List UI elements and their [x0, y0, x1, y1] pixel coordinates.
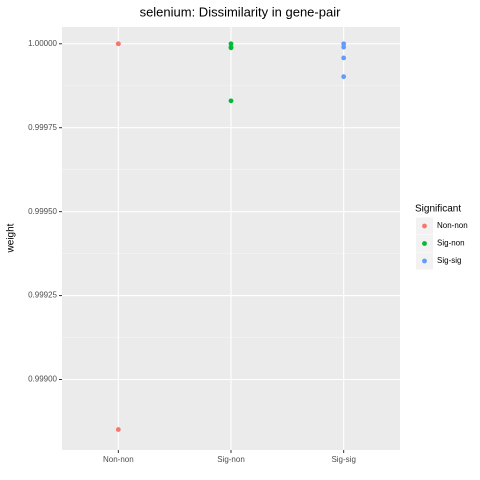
- legend-label: Non-non: [437, 221, 468, 230]
- point: [228, 98, 234, 104]
- x-tick-label: Sig-sig: [331, 455, 355, 464]
- point: [228, 41, 234, 47]
- legend-label: Sig-sig: [437, 256, 461, 265]
- legend-symbol: [422, 258, 427, 264]
- chart-title: selenium: Dissimilarity in gene-pair: [140, 4, 342, 19]
- point: [341, 74, 347, 80]
- point: [115, 41, 121, 47]
- y-tick-label: 1.00000: [28, 39, 57, 48]
- point: [341, 44, 347, 50]
- legend-label: Sig-non: [437, 239, 465, 248]
- x-tick-label: Non-non: [103, 455, 134, 464]
- y-tick-label: 0.99950: [28, 207, 57, 216]
- point: [115, 427, 121, 432]
- point: [228, 45, 234, 51]
- y-tick-label: 0.99900: [28, 375, 57, 384]
- y-tick-label: 0.99975: [28, 123, 57, 132]
- legend-symbol: [422, 223, 427, 229]
- y-tick-label: 0.99925: [28, 291, 57, 300]
- point: [341, 41, 347, 47]
- legend-title: Significant: [415, 204, 461, 215]
- point: [341, 55, 347, 61]
- y-axis-label: weight: [6, 223, 17, 253]
- x-tick-label: Sig-non: [217, 455, 245, 464]
- legend-symbol: [422, 241, 427, 246]
